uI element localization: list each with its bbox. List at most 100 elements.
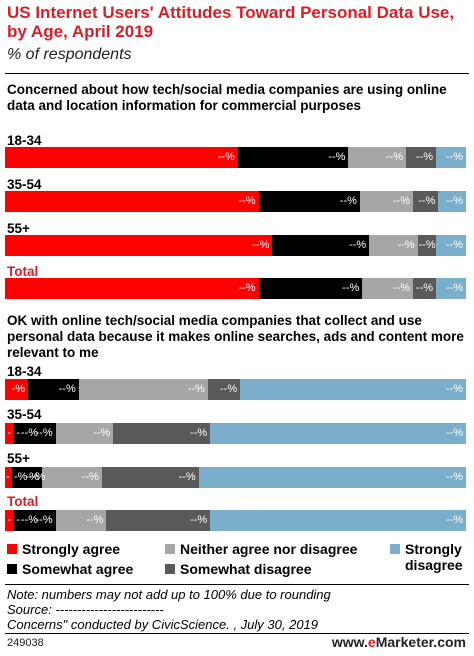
footer-divider	[5, 584, 469, 585]
footer-notes: Note: numbers may not add up to 100% due…	[7, 587, 331, 632]
data-label-somewhat-disagree: --%	[415, 151, 434, 163]
data-label-strongly-agree: --%	[238, 282, 256, 294]
chart-id: 249038	[7, 637, 44, 649]
brand-e: e	[367, 634, 376, 650]
data-label-strongly-agree: -	[7, 427, 12, 439]
chart-title: US Internet Users' Attitudes Toward Pers…	[7, 3, 455, 41]
bar-segment-somewhat-disagree	[101, 467, 199, 488]
bar-segment-somewhat-agree	[28, 379, 79, 400]
legend-swatch-strongly-agree	[7, 544, 17, 554]
q1-group-label-total: Total	[7, 264, 39, 279]
note-concerns: Concerns" conducted by CivicScience. , J…	[7, 617, 319, 632]
legend-label-somewhat-agree: Somewhat agree	[22, 561, 134, 577]
data-label-extra: --%	[20, 427, 38, 439]
brand-logo: www.eMarketer.com	[332, 634, 466, 650]
data-label-neither: --%	[385, 151, 404, 163]
q1-bar-55plus: --% --% --% --% --%	[5, 235, 466, 256]
bar-segment-somewhat-disagree	[406, 147, 437, 168]
bar-segment-strongly-agree	[5, 235, 273, 256]
bar-segment-somewhat-agree	[258, 191, 360, 212]
bar-segment-somewhat-disagree	[412, 191, 439, 212]
q2-group-label-35-54: 35-54	[7, 407, 42, 422]
bar-segment-somewhat-agree	[272, 235, 370, 256]
q2-group-label-total: Total	[7, 494, 39, 509]
data-label-neither: --%	[93, 427, 111, 439]
q1-group-label-35-54: 35-54	[7, 177, 42, 192]
legend-swatch-somewhat-disagree	[165, 564, 175, 574]
legend-swatch-strongly-disagree	[390, 544, 400, 554]
data-label-somewhat-disagree: --%	[415, 282, 434, 294]
bar-segment-somewhat-agree	[258, 278, 363, 299]
data-label-strongly-disagree: --%	[445, 514, 463, 526]
data-label-neither: --%	[81, 471, 99, 483]
bar-segment-strongly-disagree	[210, 423, 466, 444]
bar-segment-somewhat-agree	[11, 467, 42, 488]
legend-label-strongly-disagree-line1: Strongly	[405, 541, 462, 557]
bar-segment-strongly-agree	[5, 147, 238, 168]
data-label-somewhat-disagree: --%	[178, 471, 196, 483]
q2-bar-total: - --% --% --% --% - --%	[5, 510, 466, 531]
q2-group-label-55plus: 55+	[7, 451, 30, 466]
bar-segment-neither	[78, 379, 208, 400]
data-label-strongly-agree: -	[7, 514, 12, 526]
bar-segment-strongly-agree	[5, 467, 12, 488]
q2-group-label-18-34: 18-34	[7, 364, 42, 379]
data-label-strongly-disagree: --%	[445, 239, 463, 251]
data-label-neither: --%	[397, 239, 415, 251]
bar-segment-neither	[55, 510, 107, 531]
bar-segment-somewhat-agree	[14, 510, 56, 531]
bar-segment-strongly-agree	[5, 278, 259, 299]
chart-subtitle: % of respondents	[7, 46, 132, 63]
legend-label-somewhat-disagree: Somewhat disagree	[180, 561, 312, 577]
data-label-somewhat-agree: --%	[339, 195, 357, 207]
question-1-title: Concerned about how tech/social media co…	[7, 82, 447, 113]
data-label-neither: --%	[392, 282, 410, 294]
bar-segment-somewhat-disagree	[207, 379, 241, 400]
legend-swatch-neither	[165, 544, 175, 554]
bar-segment-strongly-disagree	[438, 191, 466, 212]
data-label-strongly-disagree: --%	[445, 282, 463, 294]
data-label-somewhat-disagree: --%	[418, 195, 436, 207]
data-label-somewhat-agree: --%	[35, 514, 53, 526]
bar-segment-strongly-disagree	[436, 278, 466, 299]
bar-segment-neither	[369, 235, 418, 256]
data-label-neither: --%	[86, 514, 104, 526]
data-label-somewhat-agree: --%	[58, 383, 76, 395]
data-label-strongly-agree: --%	[217, 151, 235, 163]
bar-segment-neither	[55, 423, 114, 444]
data-label-somewhat-agree: --%	[349, 239, 367, 251]
data-label-strongly-disagree: --%	[445, 471, 463, 483]
q1-bar-35-54: --% --% --% --% --%	[5, 191, 466, 212]
data-label-strongly-agree: -	[6, 471, 10, 483]
header-divider	[5, 73, 469, 74]
bar-segment-strongly-agree	[5, 510, 15, 531]
bar-segment-strongly-disagree	[210, 510, 466, 531]
data-label-strongly-agree: --%	[238, 195, 256, 207]
q2-bar-35-54: - --% --% --% --% - --%	[5, 423, 466, 444]
bar-segment-somewhat-disagree	[113, 423, 211, 444]
legend-label-strongly-disagree: Strongly disagree	[405, 541, 463, 573]
footer-bottom-divider	[5, 633, 469, 634]
data-label-strongly-disagree: --%	[445, 383, 463, 395]
data-label-strongly-agree: --%	[252, 239, 270, 251]
data-label-extra: -%	[13, 471, 28, 483]
bar-segment-strongly-disagree	[240, 379, 466, 400]
bar-segment-somewhat-agree	[237, 147, 349, 168]
data-label-somewhat-disagree: --%	[220, 383, 238, 395]
data-label-strongly-disagree: --%	[445, 151, 463, 163]
bar-segment-strongly-agree	[5, 379, 29, 400]
data-label-somewhat-agree: -%	[25, 471, 39, 483]
bar-segment-neither	[41, 467, 102, 488]
data-label-extra: -	[16, 514, 20, 526]
legend-label-strongly-disagree-line2: disagree	[405, 557, 463, 573]
bar-segment-somewhat-disagree	[106, 510, 211, 531]
data-label-extra: --%	[20, 514, 38, 526]
question-2-title: OK with online tech/social media compani…	[7, 313, 464, 360]
q1-group-label-18-34: 18-34	[7, 133, 42, 148]
data-label-extra: -	[16, 427, 20, 439]
bar-segment-strongly-agree	[5, 191, 259, 212]
q1-group-label-55plus: 55+	[7, 221, 30, 236]
data-label-somewhat-disagree: --%	[190, 514, 208, 526]
bar-segment-somewhat-disagree	[412, 278, 437, 299]
brand-suffix: Marketer.com	[375, 634, 466, 650]
